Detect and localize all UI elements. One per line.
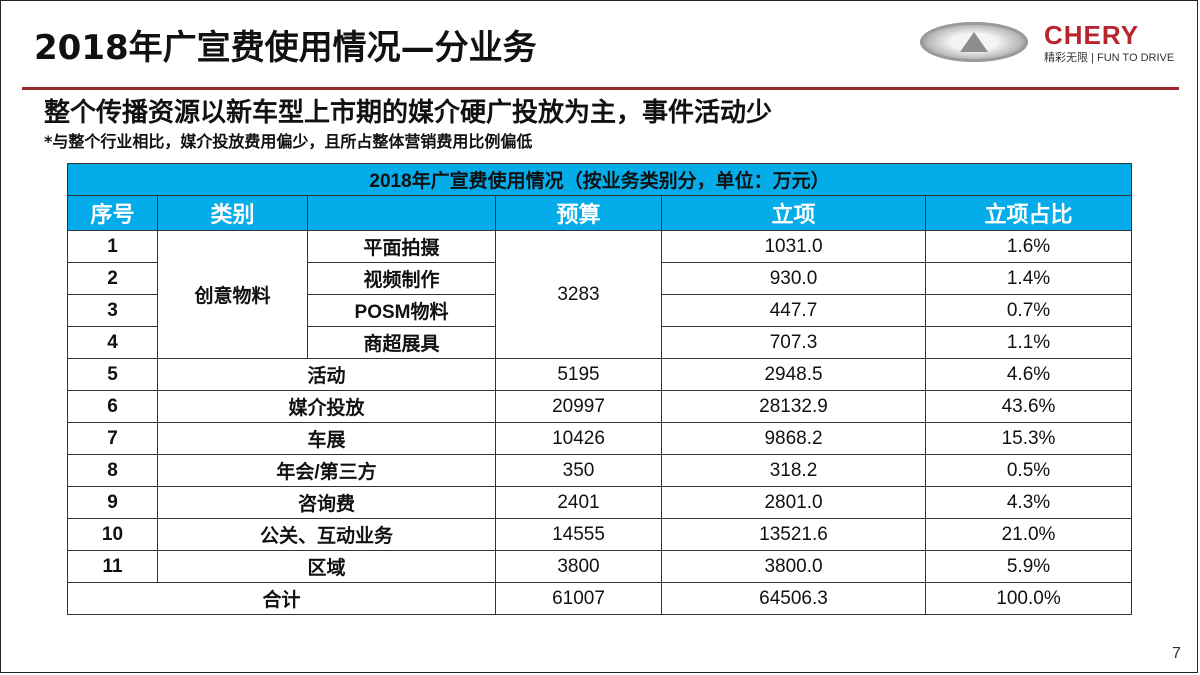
cell-no: 3: [67, 294, 158, 327]
cell-share: 4.6%: [924, 358, 1133, 391]
cell-total-budget: 61007: [495, 582, 662, 615]
cell-approved: 2801.0: [661, 486, 926, 519]
cell-share: 1.4%: [924, 262, 1133, 295]
cell-no: 9: [67, 486, 158, 519]
cell-sub: 平面拍摄: [307, 230, 496, 263]
cell-budget: 2401: [495, 486, 662, 519]
cell-share: 15.3%: [924, 422, 1133, 455]
table-row: 5 活动 5195 2948.5 4.6%: [67, 358, 1133, 391]
cell-share: 0.5%: [924, 454, 1133, 487]
cell-no: 4: [67, 326, 158, 359]
brand-slogan: 精彩无限 | FUN TO DRIVE: [1044, 52, 1175, 64]
cell-approved: 447.7: [661, 294, 926, 327]
cell-sub: POSM物料: [307, 294, 496, 327]
cell-budget: 10426: [495, 422, 662, 455]
cell-no: 2: [67, 262, 158, 295]
cell-budget: 5195: [495, 358, 662, 391]
cell-budget: 350: [495, 454, 662, 487]
chery-emblem-icon: [920, 22, 1028, 62]
brand-name: CHERY: [1044, 20, 1140, 50]
header-approved: 立项: [661, 195, 926, 231]
table-row: 10 公关、互动业务 14555 13521.6 21.0%: [67, 518, 1133, 551]
cell-category: 区域: [157, 550, 496, 583]
budget-table: 2018年广宣费使用情况（按业务类别分，单位：万元） 序号 类别 预算 立项 立…: [66, 163, 1133, 615]
table-caption: 2018年广宣费使用情况（按业务类别分，单位：万元）: [66, 163, 1133, 196]
table-row: 6 媒介投放 20997 28132.9 43.6%: [67, 390, 1133, 423]
table-row: 9 咨询费 2401 2801.0 4.3%: [67, 486, 1133, 519]
cell-share: 43.6%: [924, 390, 1133, 423]
cell-approved: 9868.2: [661, 422, 926, 455]
cell-approved: 28132.9: [661, 390, 926, 423]
table-row: 2 视频制作 930.0 1.4%: [67, 262, 1133, 295]
cell-total-share: 100.0%: [924, 582, 1133, 615]
slide-title: 2018年广宣费使用情况—分业务: [34, 28, 537, 68]
table-row: 1 创意物料 平面拍摄 3283 1031.0 1.6%: [67, 230, 1133, 359]
cell-share: 4.3%: [924, 486, 1133, 519]
cell-budget: 3800: [495, 550, 662, 583]
cell-no: 10: [67, 518, 158, 551]
cell-category: 车展: [157, 422, 496, 455]
cell-no: 8: [67, 454, 158, 487]
slide-note: *与整个行业相比，媒介投放费用偏少，且所占整体营销费用比例偏低: [44, 132, 533, 151]
cell-category: 咨询费: [157, 486, 496, 519]
slide-subtitle: 整个传播资源以新车型上市期的媒介硬广投放为主，事件活动少: [44, 98, 773, 128]
table-row: 8 年会/第三方 350 318.2 0.5%: [67, 454, 1133, 487]
cell-no: 1: [67, 230, 158, 263]
header-category: 类别: [157, 195, 308, 231]
cell-approved: 2948.5: [661, 358, 926, 391]
chery-logo: CHERY 精彩无限 | FUN TO DRIVE: [918, 18, 1188, 68]
cell-total-approved: 64506.3: [661, 582, 926, 615]
cell-category: 创意物料: [157, 230, 308, 359]
cell-no: 6: [67, 390, 158, 423]
cell-no: 7: [67, 422, 158, 455]
cell-share: 1.1%: [924, 326, 1133, 359]
cell-approved: 930.0: [661, 262, 926, 295]
cell-no: 11: [67, 550, 158, 583]
cell-approved: 3800.0: [661, 550, 926, 583]
cell-category: 公关、互动业务: [157, 518, 496, 551]
cell-share: 21.0%: [924, 518, 1133, 551]
cell-category: 媒介投放: [157, 390, 496, 423]
table-row: 3 POSM物料 447.7 0.7%: [67, 294, 1133, 327]
cell-share: 0.7%: [924, 294, 1133, 327]
header-budget: 预算: [495, 195, 662, 231]
cell-approved: 1031.0: [661, 230, 926, 263]
cell-sub: 视频制作: [307, 262, 496, 295]
cell-total-label: 合计: [67, 582, 496, 615]
cell-approved: 707.3: [661, 326, 926, 359]
table-total-row: 合计 61007 64506.3 100.0%: [67, 582, 1133, 615]
table-row: 7 车展 10426 9868.2 15.3%: [67, 422, 1133, 455]
page-number: 7: [1172, 645, 1181, 662]
cell-no: 5: [67, 358, 158, 391]
table-row: 4 商超展具 707.3 1.1%: [67, 326, 1133, 359]
cell-approved: 13521.6: [661, 518, 926, 551]
cell-approved: 318.2: [661, 454, 926, 487]
header-share: 立项占比: [924, 195, 1133, 231]
cell-category: 活动: [157, 358, 496, 391]
table-row: 11 区域 3800 3800.0 5.9%: [67, 550, 1133, 583]
table-header-row: 序号 类别 预算 立项 立项占比: [67, 195, 1133, 231]
title-divider: [22, 87, 1179, 90]
header-no: 序号: [67, 195, 158, 231]
cell-budget: 20997: [495, 390, 662, 423]
cell-category: 年会/第三方: [157, 454, 496, 487]
cell-budget: 3283: [495, 230, 662, 359]
cell-budget: 14555: [495, 518, 662, 551]
cell-share: 5.9%: [924, 550, 1133, 583]
cell-share: 1.6%: [924, 230, 1133, 263]
header-sub: [307, 195, 496, 231]
cell-sub: 商超展具: [307, 326, 496, 359]
